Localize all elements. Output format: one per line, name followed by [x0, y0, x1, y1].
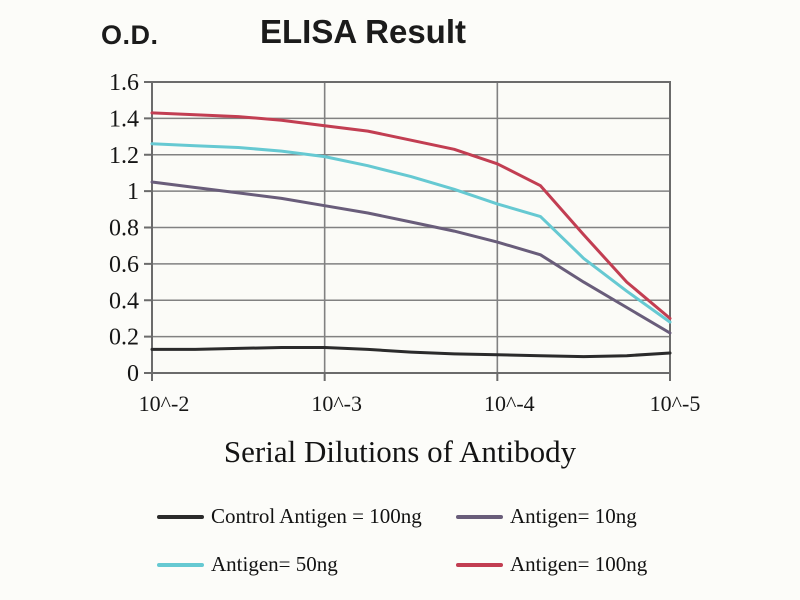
y-tick-label: 0.6	[109, 252, 139, 278]
curve-antigen-100ng	[150, 111, 672, 320]
legend-line-swatch	[456, 514, 503, 519]
legend-label: Antigen= 100ng	[510, 552, 648, 576]
x-axis-title: Serial Dilutions of Antibody	[223, 434, 577, 469]
y-axis-title: O.D.	[101, 20, 159, 50]
legend-line-swatch	[157, 514, 204, 519]
y-tick-label: 0	[127, 361, 139, 387]
legend-item-antigen-100ng: Antigen= 100ng	[456, 552, 647, 577]
x-tick-label: 10^-2	[139, 391, 190, 416]
legend-item-antigen-50ng: Antigen= 50ng	[157, 552, 338, 577]
x-tick-label: 10^-3	[311, 391, 362, 416]
legend-label: Control Antigen = 100ng	[211, 504, 422, 528]
y-tick-label: 0.2	[109, 325, 139, 351]
legend-item-antigen-10ng: Antigen= 10ng	[456, 504, 637, 529]
legend-line-swatch	[157, 562, 204, 567]
y-tick-label: 0.8	[109, 216, 139, 242]
legend-label: Antigen= 10ng	[510, 504, 637, 528]
x-tick-label: 10^-4	[484, 391, 535, 416]
y-tick-label: 1	[127, 179, 139, 205]
y-tick-label: 1.2	[109, 143, 139, 169]
curve-antigen-10ng	[150, 180, 672, 335]
y-tick-label: 1.6	[109, 70, 139, 96]
legend-item-control-antigen-100ng: Control Antigen = 100ng	[157, 504, 422, 529]
y-tick-label: 0.4	[109, 288, 139, 314]
y-tick-label: 1.4	[109, 106, 139, 132]
legend-line-swatch	[456, 562, 503, 567]
chart-title: ELISA Result	[260, 13, 466, 50]
x-tick-label: 10^-5	[650, 391, 701, 416]
curve-control-antigen-100ng	[150, 346, 672, 359]
legend-label: Antigen= 50ng	[211, 552, 338, 576]
curve-antigen-50ng	[150, 142, 672, 324]
